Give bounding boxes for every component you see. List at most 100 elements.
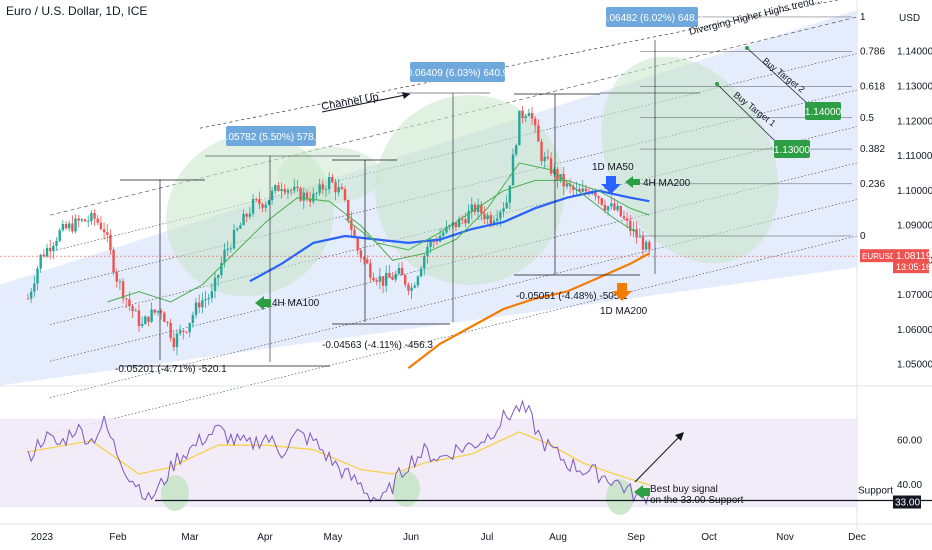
candle <box>343 186 347 203</box>
ma50-arrow <box>601 176 621 194</box>
main-panel: 1 0.786 0.618 0.5 0.382 0.236 0 0.05782 (5.50%)… <box>0 0 885 435</box>
price-tick: 1.11000 <box>897 151 932 162</box>
candle-body <box>625 218 629 221</box>
candle-body <box>229 248 233 250</box>
candle-body <box>619 205 622 217</box>
candle-body <box>128 299 131 307</box>
candle-body <box>140 324 144 326</box>
candle <box>553 166 556 177</box>
candle-body <box>207 297 210 300</box>
candle <box>378 267 382 290</box>
cycle-bubble <box>375 95 565 285</box>
candle-body <box>245 213 248 217</box>
support-value: 33.00 <box>895 498 920 509</box>
candle-body <box>381 276 385 286</box>
candle-body <box>502 208 505 212</box>
ma200-1d-label: 1D MA200 <box>600 306 648 317</box>
candle-body <box>302 192 305 201</box>
candle-body <box>48 247 52 251</box>
rsi-tick: 40.00 <box>897 480 922 491</box>
price-tick: 1.06000 <box>897 325 932 336</box>
candle-body <box>540 141 543 162</box>
candle <box>277 181 280 192</box>
candle <box>600 197 603 207</box>
candle-body <box>324 189 328 190</box>
candle-body <box>413 285 416 288</box>
candle <box>197 294 201 314</box>
candle-body <box>242 213 245 226</box>
candle-body <box>508 185 512 203</box>
candle-body <box>280 189 283 192</box>
price-tick: 1.07000 <box>897 290 932 301</box>
candle-body <box>204 299 207 301</box>
candle <box>156 310 160 316</box>
fib-label: 0.236 <box>860 179 885 190</box>
candle <box>461 215 464 225</box>
support-tag <box>893 495 921 509</box>
candle <box>188 322 191 338</box>
candle <box>210 283 214 303</box>
candle <box>286 188 290 199</box>
candle-body <box>102 229 106 233</box>
candle-body <box>518 110 521 146</box>
candle <box>321 179 325 195</box>
candle <box>413 282 416 289</box>
candle <box>296 179 299 192</box>
candle <box>102 222 106 240</box>
candle-body <box>362 257 366 260</box>
candle <box>480 201 483 221</box>
candle-body <box>527 113 531 117</box>
candle-body <box>118 281 122 283</box>
price-tick: 1.10000 <box>897 186 932 197</box>
rsi-line <box>27 399 650 506</box>
candle-body <box>270 190 274 201</box>
candle-body <box>267 200 271 205</box>
candle <box>267 199 271 206</box>
candle <box>394 270 397 283</box>
candle-body <box>226 248 229 250</box>
candle <box>299 186 302 202</box>
candle <box>476 198 480 220</box>
best-signal-text: Best buy signal <box>650 484 718 495</box>
candle <box>400 261 404 276</box>
candle-body <box>52 245 55 251</box>
ma200-4h-label: 4H MA200 <box>643 178 691 189</box>
candle-body <box>293 186 296 191</box>
candle <box>635 221 638 244</box>
candle <box>486 212 489 225</box>
candle-body <box>33 283 36 292</box>
candle <box>74 214 77 234</box>
candle <box>140 316 144 328</box>
candle <box>565 181 569 190</box>
candle-body <box>327 176 331 190</box>
candle-body <box>159 310 163 313</box>
candle-body <box>388 272 391 278</box>
candle-body <box>169 322 172 338</box>
candle-body <box>400 267 404 276</box>
range-box <box>226 126 316 146</box>
time-tick: Mar <box>181 532 199 543</box>
time-tick: 2023 <box>31 532 54 543</box>
time-tick: May <box>324 532 343 543</box>
diverging-trend-line <box>199 0 840 129</box>
candle <box>64 221 68 230</box>
ma-1d-ma200 <box>407 252 650 369</box>
ma100-4h-label: 4H MA100 <box>272 298 320 309</box>
candle-body <box>74 218 77 232</box>
candles <box>26 105 651 356</box>
last-price: 1.08119 <box>896 251 932 262</box>
candle <box>505 195 508 210</box>
candle <box>369 259 372 282</box>
candle <box>318 179 321 196</box>
candle <box>26 293 30 300</box>
ma200-1d-arrow <box>612 283 632 301</box>
candle <box>42 248 46 258</box>
candle <box>236 227 239 232</box>
candle-body <box>312 193 315 202</box>
candle-body <box>432 241 435 243</box>
candle <box>172 331 176 352</box>
candle-body <box>616 205 619 210</box>
candle <box>483 206 486 224</box>
candle-body <box>334 182 337 193</box>
